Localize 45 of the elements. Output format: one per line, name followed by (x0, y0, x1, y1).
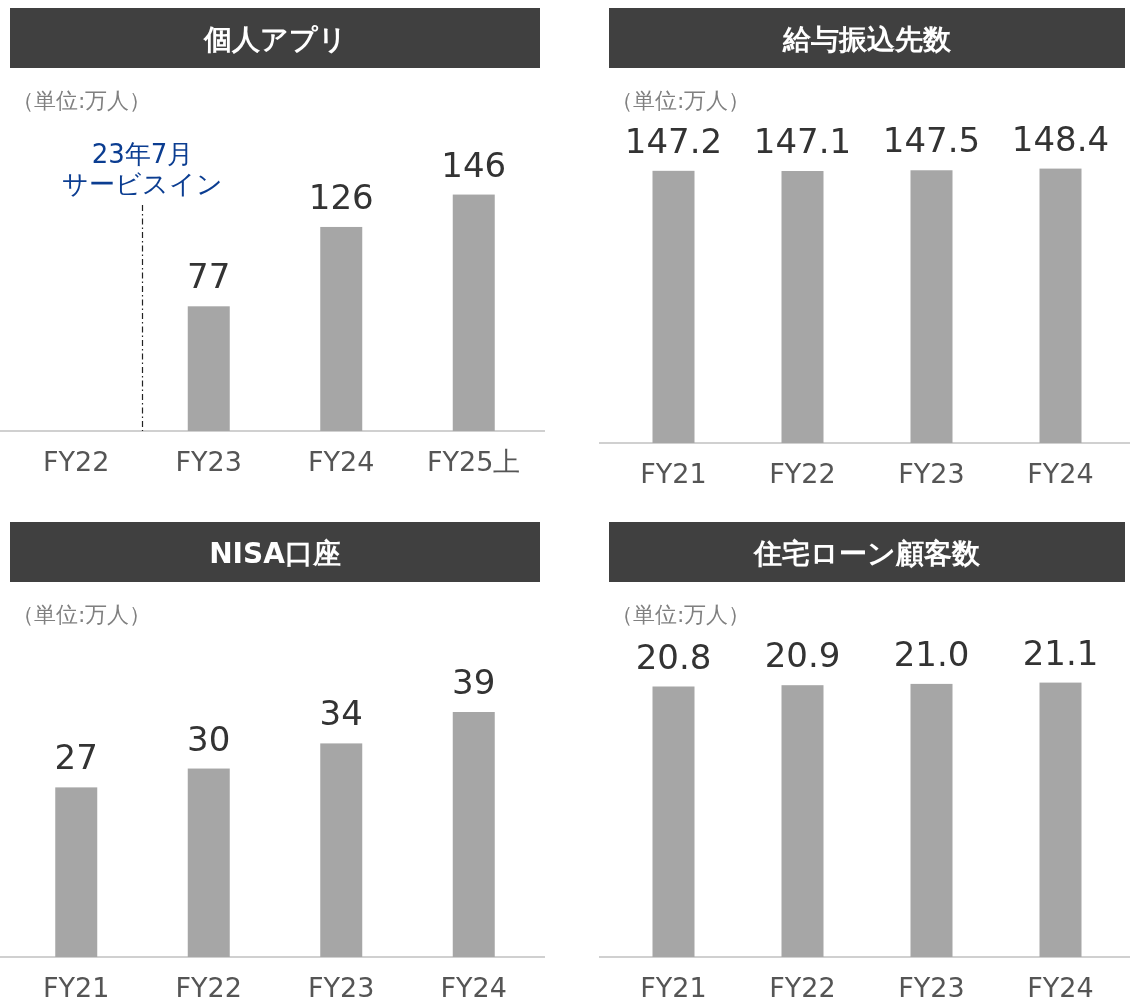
x-tick-label: FY24 (1027, 972, 1094, 1001)
bar (187, 768, 230, 957)
data-label: 126 (308, 176, 374, 217)
x-tick-label: FY24 (1027, 458, 1094, 489)
data-label: 20.8 (635, 636, 712, 677)
chart-subtitle: （単位:万人） (611, 602, 751, 627)
chart-title: 住宅ローン顧客数 (752, 537, 981, 570)
data-label: 146 (441, 144, 507, 185)
x-tick-label: FY25上 (427, 446, 521, 477)
chart-title: NISA口座 (209, 537, 341, 570)
data-label: 21.1 (1022, 632, 1099, 673)
chart-title: 給与振込先数 (782, 23, 952, 56)
data-label: 39 (452, 662, 496, 702)
annotation: サービスイン (62, 169, 223, 199)
x-tick-label: FY21 (43, 972, 110, 1001)
x-tick-label: FY22 (769, 972, 836, 1001)
x-tick-label: FY24 (308, 446, 375, 477)
x-tick-label: FY23 (898, 458, 965, 489)
x-tick-label: FY24 (440, 972, 507, 1001)
chart-title: 個人アプリ (202, 23, 347, 56)
x-tick-label: FY23 (308, 972, 375, 1001)
x-tick-label: FY21 (640, 972, 707, 1001)
bar (320, 743, 363, 957)
x-tick-label: FY22 (769, 458, 836, 489)
chart-subtitle: （単位:万人） (611, 88, 751, 113)
data-label: 147.1 (753, 121, 852, 161)
data-label: 30 (187, 718, 231, 759)
x-tick-label: FY23 (898, 972, 965, 1001)
data-label: 147.2 (624, 120, 723, 161)
data-label: 148.4 (1011, 118, 1110, 159)
chart-subtitle: （単位:万人） (12, 88, 152, 113)
chart-subtitle: （単位:万人） (12, 602, 152, 627)
data-label: 77 (187, 256, 231, 297)
x-tick-label: FY23 (175, 446, 242, 477)
data-label: 27 (54, 737, 98, 778)
data-label: 34 (319, 693, 363, 734)
x-tick-label: FY22 (43, 446, 110, 477)
data-label: 20.9 (764, 635, 841, 676)
x-tick-label: FY21 (640, 458, 707, 489)
data-label: 21.0 (893, 633, 970, 674)
bar (55, 787, 98, 957)
x-tick-label: FY22 (175, 972, 242, 1001)
bar (452, 712, 495, 957)
data-label: 147.5 (882, 120, 981, 161)
text: 23年7月 (91, 139, 194, 169)
